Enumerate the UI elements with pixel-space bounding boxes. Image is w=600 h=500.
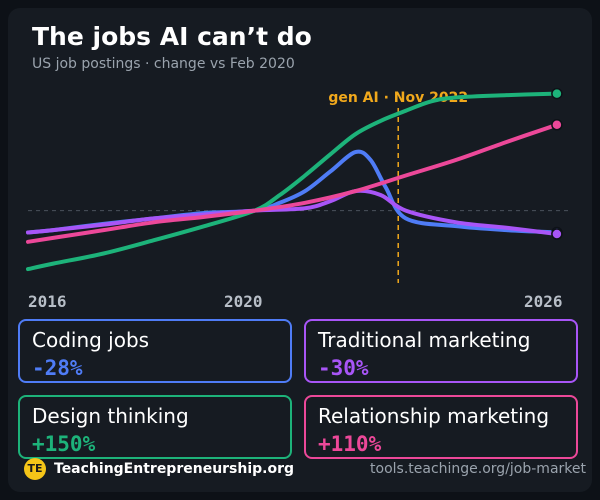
card-design-thinking: Design thinking +150% (18, 395, 292, 459)
x-tick-label: 2016 (28, 292, 67, 311)
card-traditional-marketing: Traditional marketing -30% (304, 319, 578, 383)
series-line-2 (26, 91, 559, 272)
chart-subtitle: US job postings · change vs Feb 2020 (32, 56, 295, 72)
card-value: +150% (32, 432, 96, 456)
card-label: Relationship marketing (318, 404, 550, 428)
series-line-1 (26, 188, 559, 236)
series-end-point-3 (551, 119, 563, 131)
brand-logo-icon: TE (24, 458, 46, 480)
card-value: -28% (32, 356, 83, 380)
card-label: Coding jobs (32, 328, 150, 352)
card-value: -30% (318, 356, 369, 380)
series-end-point-1 (551, 228, 563, 240)
card-coding-jobs: Coding jobs -28% (18, 319, 292, 383)
series-end-point-2 (551, 87, 563, 100)
chart-card: The jobs AI can’t do US job postings · c… (8, 8, 592, 492)
series-line-3 (26, 122, 559, 244)
card-label: Design thinking (32, 404, 189, 428)
card-relationship-marketing: Relationship marketing +110% (304, 395, 578, 459)
x-tick-label: 2026 (524, 292, 563, 311)
footer-brand[interactable]: TeachingEntrepreneurship.org (54, 461, 295, 477)
footer-url[interactable]: tools.teachinge.org/job-market (370, 461, 586, 477)
card-value: +110% (318, 432, 382, 456)
series-line-0 (26, 149, 559, 235)
card-label: Traditional marketing (318, 328, 531, 352)
x-tick-label: 2020 (224, 292, 263, 311)
chart-title: The jobs AI can’t do (32, 22, 312, 51)
